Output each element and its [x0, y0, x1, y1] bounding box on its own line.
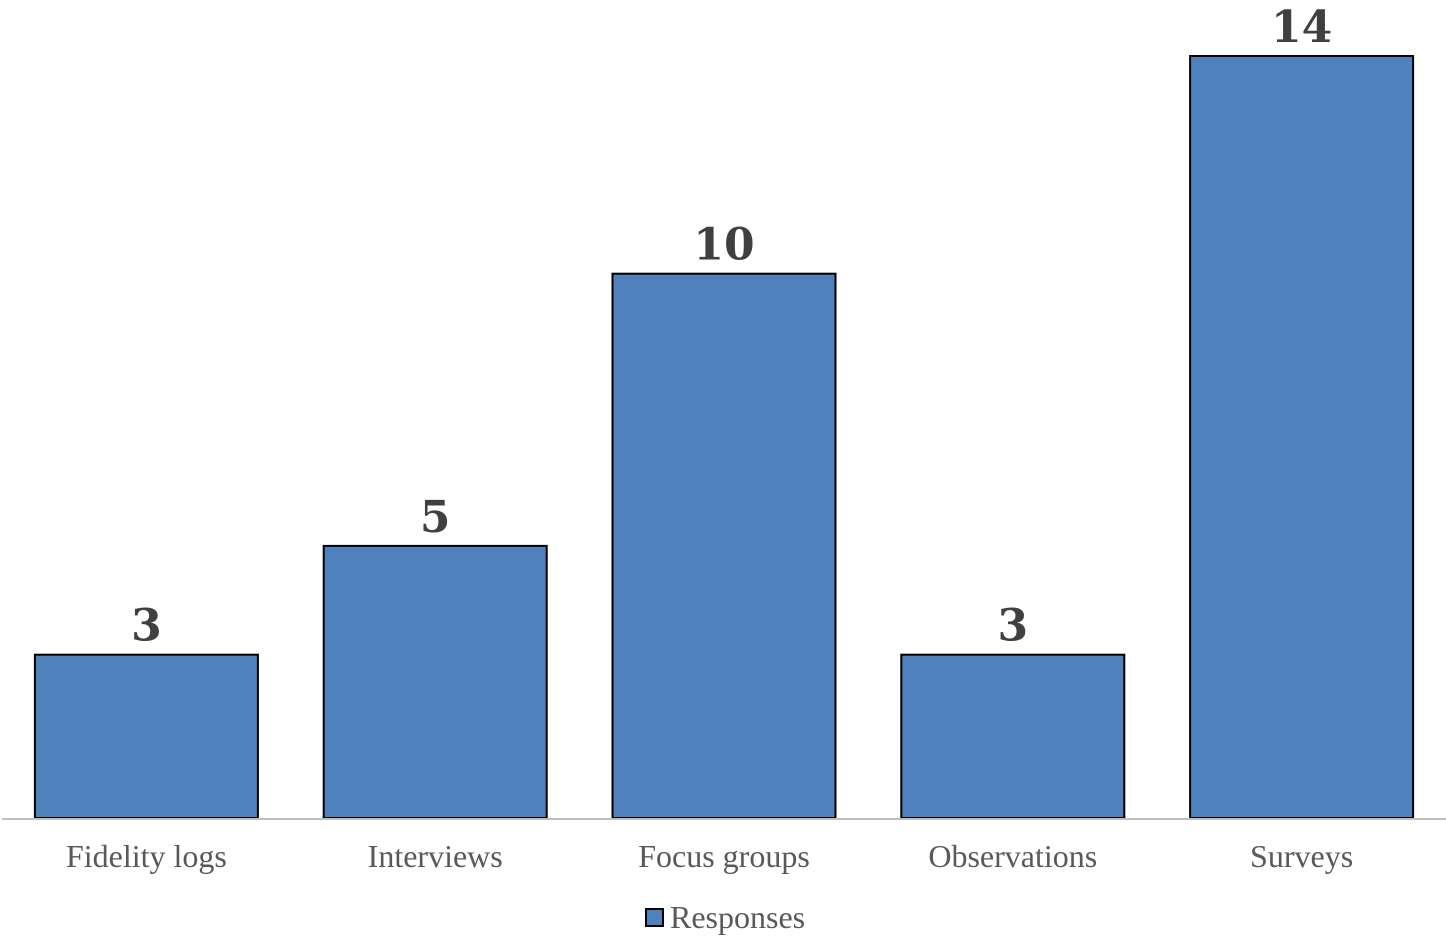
- x-tick-label-interviews: Interviews: [368, 838, 503, 874]
- x-tick-label-observations: Observations: [928, 838, 1097, 874]
- value-labels-layer: 3 5 10 3 14: [131, 2, 1332, 652]
- bar-focus-groups: [611, 272, 837, 819]
- bar-surveys: [1189, 55, 1415, 819]
- bar-interviews: [322, 544, 548, 820]
- x-tick-label-focus-groups: Focus groups: [638, 838, 810, 874]
- x-tick-labels: Fidelity logs Interviews Focus groups Obser…: [66, 838, 1353, 874]
- x-tick-label-fidelity-logs: Fidelity logs: [66, 838, 227, 874]
- legend-swatch: [645, 908, 664, 927]
- data-label-surveys: 14: [1271, 2, 1332, 53]
- data-label-observations: 3: [997, 601, 1028, 652]
- data-label-interviews: 5: [420, 492, 451, 543]
- x-tick-label-surveys: Surveys: [1250, 838, 1353, 874]
- bar-fidelity-logs: [33, 653, 259, 820]
- data-label-focus-groups: 10: [693, 220, 754, 271]
- legend-label-responses: Responses: [670, 899, 805, 935]
- bar-observations: [900, 653, 1126, 820]
- legend: Responses: [645, 899, 805, 935]
- data-label-fidelity-logs: 3: [131, 601, 162, 652]
- bars-layer: [33, 55, 1415, 820]
